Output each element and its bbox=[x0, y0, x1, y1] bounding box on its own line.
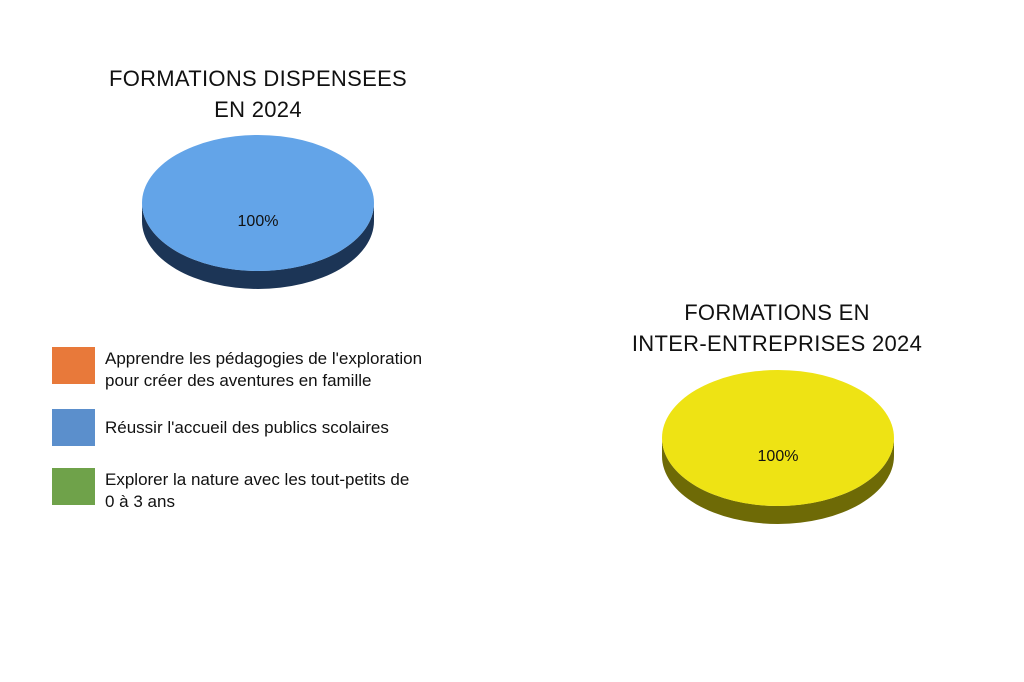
legend-swatch bbox=[52, 347, 95, 384]
pie-chart-formations-dispensees: 100% bbox=[142, 135, 374, 289]
pie-slice-side bbox=[662, 438, 894, 524]
chart-title-line: FORMATIONS DISPENSEES bbox=[108, 66, 408, 91]
chart-title-formations-inter-entreprises: FORMATIONS EN INTER-ENTREPRISES 2024 bbox=[577, 297, 977, 359]
legend-label: Réussir l'accueil des publics scolaires bbox=[105, 418, 389, 437]
legend-swatch bbox=[52, 409, 95, 446]
chart-title-line: INTER-ENTREPRISES 2024 bbox=[631, 331, 923, 356]
legend-label: Explorer la nature avec les tout-petits … bbox=[105, 470, 410, 511]
pie-data-label: 100% bbox=[238, 213, 279, 230]
pie-slice bbox=[662, 370, 894, 506]
legend-swatch bbox=[52, 468, 95, 505]
pie-chart-formations-inter-entreprises: 100% bbox=[662, 370, 894, 524]
pie-slice bbox=[142, 135, 374, 271]
chart-title-line: FORMATIONS EN bbox=[684, 300, 870, 325]
pie-data-label: 100% bbox=[758, 448, 799, 465]
chart-title-line: EN 2024 bbox=[214, 97, 302, 122]
legend-label: Apprendre les pédagogies de l'exploratio… bbox=[105, 349, 423, 390]
pie-slice-side bbox=[142, 203, 374, 289]
chart-title-formations-dispensees: FORMATIONS DISPENSEES EN 2024 bbox=[58, 63, 458, 125]
